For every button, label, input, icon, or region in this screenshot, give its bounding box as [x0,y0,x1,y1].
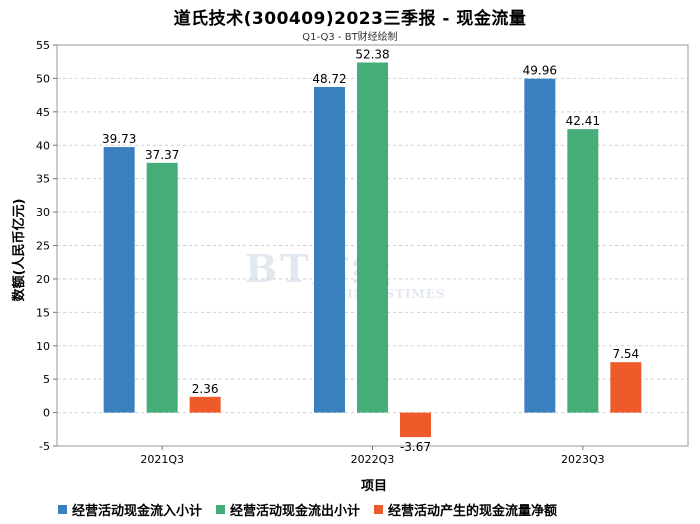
bar[interactable] [314,86,345,413]
x-tick-label: 2021Q3 [140,453,184,466]
bar[interactable] [400,412,431,438]
bar[interactable] [357,62,388,413]
data-label: 42.41 [566,114,600,128]
y-tick-label: 25 [36,240,50,253]
x-tick-label: 2023Q3 [561,453,605,466]
y-tick-label: 50 [36,72,50,85]
bar[interactable] [610,362,642,413]
bar-chart: -5 0 5 10 15 20 25 30 35 40 45 50 55 2021Q3 2022Q3 2023… [11,39,689,494]
legend-label-inflow: 经营活动现金流入小计 [72,504,203,519]
legend-item-inflow[interactable]: 经营活动现金流入小计 [58,500,202,519]
axis-layer: -5 0 5 10 15 20 25 30 35 40 45 50 55 2021Q3 2022Q3 2023… [36,39,689,466]
y-tick-label: 20 [36,273,50,286]
label-layer: 39.73 37.37 2.36 48.72 52.38 -3.67 49.96 42.41 7… [102,48,639,455]
y-tick-label: 30 [36,206,50,219]
data-label: -3.67 [400,440,431,454]
legend-label-net: 经营活动产生的现金流量净额 [388,504,558,519]
y-tick-label: -5 [39,440,50,453]
legend-swatch-inflow [58,505,67,514]
x-tick-label: 2022Q3 [351,453,395,466]
data-label: 48.72 [312,72,346,86]
bar[interactable] [524,78,556,413]
bar[interactable] [189,396,221,413]
y-tick-label: 40 [36,139,50,152]
chart-title: 道氏技术(300409)2023三季报 - 现金流量 [173,9,527,29]
legend-item-net[interactable]: 经营活动产生的现金流量净额 [374,500,557,519]
bar[interactable] [103,147,135,413]
legend-swatch-outflow [216,505,226,514]
y-axis-label: 数额(人民币亿元) [11,199,27,302]
y-tick-label: 10 [36,340,50,353]
y-tick-label: 35 [36,173,50,186]
data-label: 7.54 [612,347,639,361]
y-tick-label: 5 [43,373,50,386]
legend-swatch-net [374,505,384,514]
bar[interactable] [146,162,178,413]
data-label: 49.96 [523,64,557,78]
data-label: 39.73 [102,132,136,146]
y-tick-label: 55 [36,39,50,52]
bar[interactable] [567,129,599,413]
data-label: 2.36 [192,382,219,396]
legend-label-outflow: 经营活动现金流出小计 [230,504,361,519]
y-tick-label: 0 [43,407,50,420]
data-label: 52.38 [355,48,389,62]
data-label: 37.37 [145,148,179,162]
bar-layer [103,62,642,438]
x-axis-label: 项目 [361,479,387,494]
chart-subtitle: Q1-Q3 - BT财经绘制 [302,32,398,43]
y-tick-label: 45 [36,106,50,119]
legend-item-outflow[interactable]: 经营活动现金流出小计 [216,500,360,519]
legend: 经营活动现金流入小计 经营活动现金流出小计 经营活动产生的现金流量净额 [58,500,557,519]
y-tick-label: 15 [36,306,50,319]
